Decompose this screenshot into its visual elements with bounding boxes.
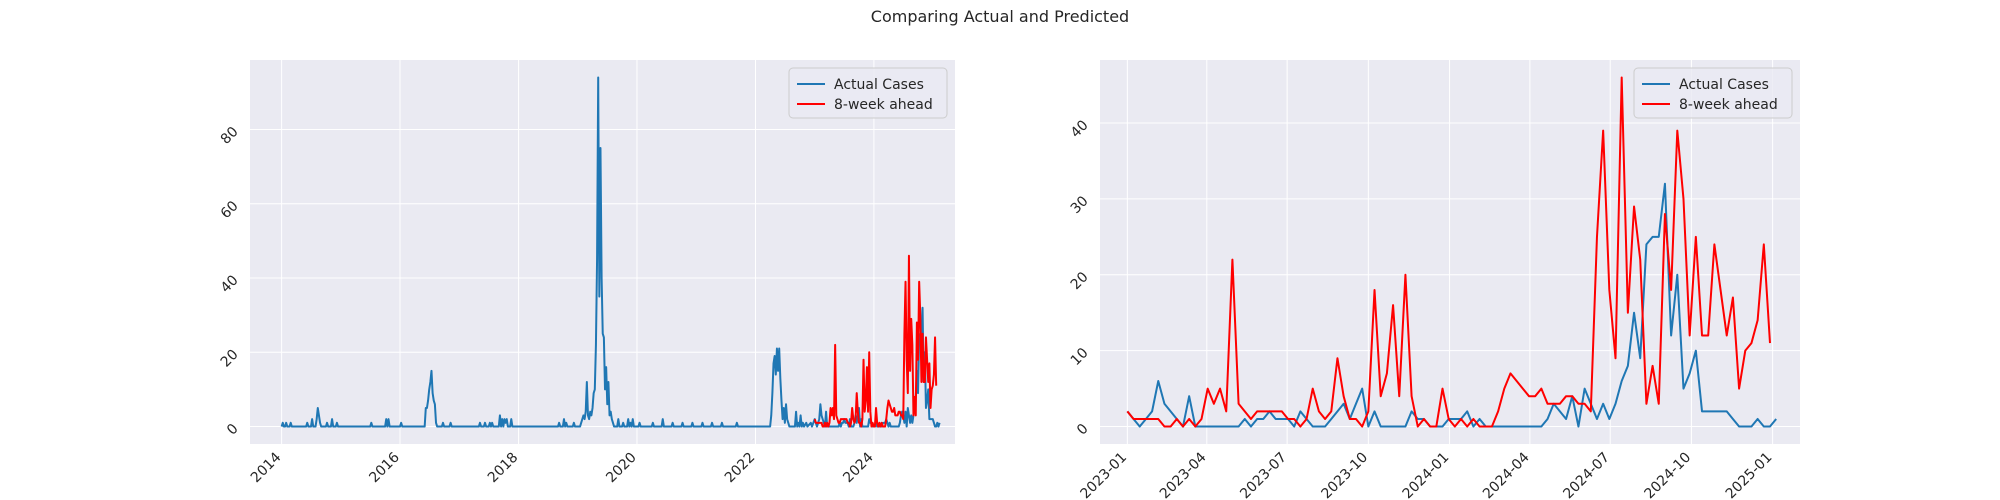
x-tick-label: 2024-10 xyxy=(1642,450,1695,500)
x-tick-label: 2023-01 xyxy=(1078,450,1131,500)
legend-label: 8-week ahead xyxy=(1679,97,1778,113)
x-tick-label: 2024-04 xyxy=(1480,449,1533,500)
series-line-predicted xyxy=(1126,76,1771,428)
legend xyxy=(1633,67,1793,119)
y-tick-label: 0 xyxy=(1074,421,1092,439)
x-tick-label: 2024-07 xyxy=(1560,450,1613,500)
legend-label: Actual Cases xyxy=(1679,77,1769,93)
x-tick-label: 2025-01 xyxy=(1723,450,1776,500)
legend-label: 8-week ahead xyxy=(834,97,933,113)
legend xyxy=(788,67,948,119)
x-tick-label: 2023-07 xyxy=(1237,450,1290,500)
y-tick-label: 40 xyxy=(1068,117,1092,141)
x-tick-label: 2023-10 xyxy=(1318,450,1371,500)
x-tick-label: 2024-01 xyxy=(1400,450,1453,500)
y-tick-label: 30 xyxy=(1068,193,1092,217)
x-tick-label: 2023-04 xyxy=(1157,449,1210,500)
y-tick-label: 10 xyxy=(1068,345,1092,369)
legend-label: Actual Cases xyxy=(834,77,924,93)
series-line-predicted xyxy=(813,254,938,428)
y-tick-label: 20 xyxy=(1068,269,1092,293)
plot-area xyxy=(250,60,955,444)
figure-title: Comparing Actual and Predicted xyxy=(870,7,1130,26)
